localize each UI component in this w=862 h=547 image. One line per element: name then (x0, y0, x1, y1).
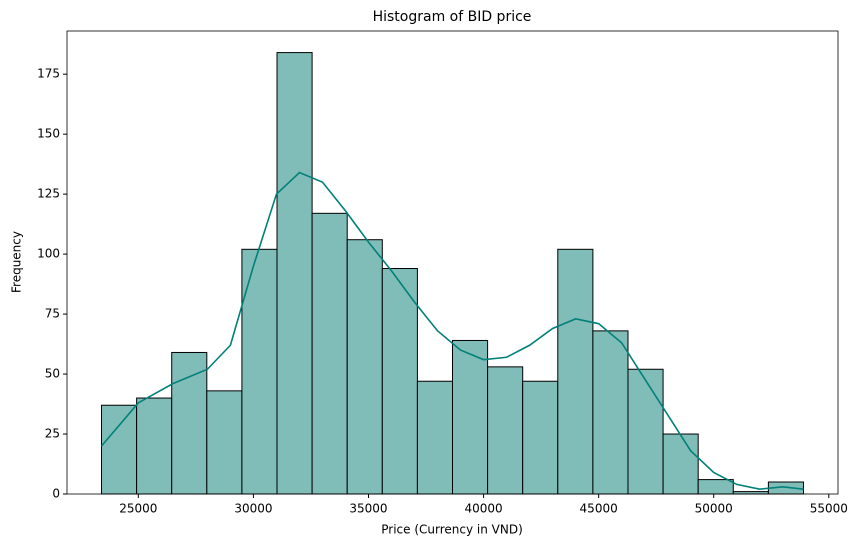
x-tick-label: 50000 (695, 502, 733, 516)
bar (136, 397, 173, 495)
y-tick-label: 0 (52, 487, 60, 501)
y-tick-label: 75 (45, 307, 60, 321)
y-tick-label: 150 (37, 127, 60, 141)
bar (592, 330, 629, 495)
y-tick-label: 25 (45, 427, 60, 441)
x-tick-label: 30000 (234, 502, 272, 516)
x-tick-label: 35000 (349, 502, 387, 516)
bar (487, 366, 524, 495)
bar (522, 380, 559, 495)
x-tick-label: 25000 (119, 502, 157, 516)
chart-title: Histogram of BID price (373, 9, 532, 25)
y-tick-label: 50 (45, 367, 60, 381)
bar (697, 479, 734, 495)
x-axis-label: Price (Currency in VND) (381, 523, 523, 537)
bar (311, 212, 348, 495)
plot-frame (66, 30, 839, 495)
bar (381, 267, 418, 495)
y-tick-label: 100 (37, 247, 60, 261)
bar (101, 404, 138, 495)
bar (416, 380, 454, 495)
y-tick-label: 125 (37, 187, 60, 201)
y-axis-label: Frequency (10, 231, 24, 293)
bar (346, 239, 383, 495)
bar (452, 339, 489, 495)
bar (241, 248, 278, 495)
bar (662, 433, 699, 495)
y-tick-label: 175 (37, 67, 60, 81)
kde-line (100, 171, 804, 491)
bar (276, 52, 313, 495)
bar (627, 368, 664, 495)
x-tick-label: 40000 (464, 502, 502, 516)
x-tick-label: 55000 (810, 502, 848, 516)
bar (557, 248, 594, 495)
bar (171, 351, 208, 495)
x-tick-label: 45000 (580, 502, 618, 516)
bar (206, 390, 243, 495)
